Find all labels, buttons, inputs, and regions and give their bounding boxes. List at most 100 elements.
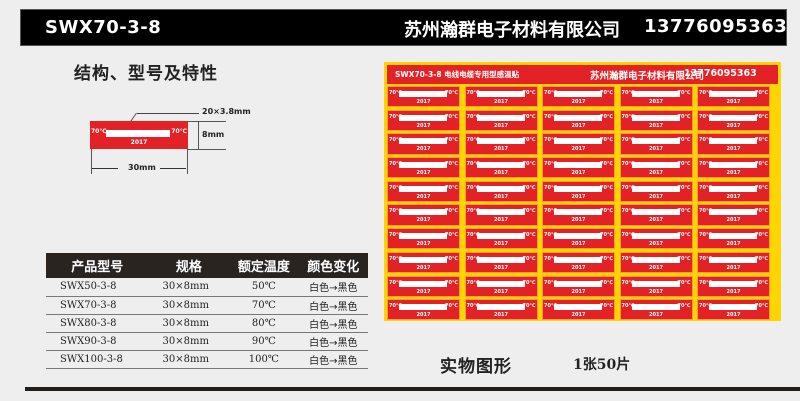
sticker-label: 70℃ 70℃ 2017: [619, 157, 693, 179]
sticker-window: [709, 114, 757, 121]
sticker-temp-left: 70℃: [389, 303, 403, 310]
cell-color: 白色→黑色: [298, 296, 368, 315]
sticker-year: 2017: [416, 99, 431, 105]
cell-color: 白色→黑色: [298, 332, 368, 351]
header-phone: 13776095363: [644, 16, 788, 37]
sticker-year: 2017: [726, 288, 741, 295]
sticker-window: [631, 138, 680, 145]
sticker-year: 2017: [494, 288, 508, 295]
sticker-year: 2017: [416, 146, 431, 153]
sticker-window: [476, 233, 525, 240]
sticker-label: 70℃ 70℃ 2017: [464, 109, 538, 131]
sticker-temp-right: 70℃: [754, 184, 768, 191]
sticker-temp-left: 70℃: [699, 279, 713, 286]
table-row: SWX70-3-8 30×8mm 70℃ 白色→黑色: [46, 296, 368, 315]
sticker-temp-right: 70℃: [677, 255, 691, 262]
sticker-temp-left: 70℃: [389, 137, 403, 144]
sticker-temp-right: 70℃: [677, 279, 691, 286]
sticker-year: 2017: [416, 288, 431, 295]
sticker-window: [476, 280, 525, 287]
sticker-label: 70℃ 70℃ 2017: [697, 275, 770, 297]
sticker-temp-left: 70℃: [621, 208, 635, 215]
dim-line-left: [91, 149, 92, 174]
sticker-window: [631, 233, 680, 240]
sticker-window: [554, 91, 602, 97]
sticker-temp-right: 70℃: [444, 255, 458, 262]
width-label: 30mm: [128, 163, 156, 172]
sticker-temp-right: 70℃: [522, 255, 536, 262]
sticker-year: 2017: [649, 264, 663, 271]
sticker-temp-right: 70℃: [522, 90, 536, 96]
sticker-window: [554, 280, 602, 287]
sticker-year: 2017: [571, 264, 586, 271]
sticker-year: 2017: [571, 241, 586, 248]
sticker-window: [476, 185, 525, 192]
temp-left: 70℃: [91, 128, 107, 135]
sticker-label: 70℃ 70℃ 2017: [387, 204, 460, 226]
sticker-temp-right: 70℃: [754, 137, 768, 144]
sticker-window: [631, 209, 680, 216]
sticker-temp-right: 70℃: [754, 113, 768, 120]
section-title: 结构、型号及特性: [74, 64, 218, 84]
sticker-window: [709, 138, 757, 145]
sticker-year: 2017: [571, 193, 586, 200]
col-header-color: 颜色变化: [298, 253, 368, 278]
sticker-window: [631, 304, 680, 311]
sticker-temp-left: 70℃: [389, 90, 403, 96]
sticker-temp-right: 70℃: [754, 161, 768, 168]
sticker-temp-right: 70℃: [599, 255, 613, 262]
sticker-year: 2017: [649, 170, 663, 177]
sticker-window: [399, 162, 447, 169]
sticker-year: 2017: [494, 146, 508, 153]
sticker-year: 2017: [416, 241, 431, 248]
sticker-temp-right: 70℃: [754, 90, 768, 96]
sticker-temp-left: 70℃: [544, 255, 558, 262]
sticker-year: 2017: [649, 99, 663, 105]
sticker-window: [554, 209, 602, 216]
sticker-label: 70℃ 70℃ 2017: [387, 275, 460, 297]
sticker-year: 2017: [726, 193, 741, 200]
sticker-temp-right: 70℃: [444, 113, 458, 120]
sticker-temp-left: 70℃: [621, 161, 635, 168]
sticker-year: 2017: [416, 193, 431, 200]
header-bar: SWX70-3-8 苏州瀚群电子材料有限公司 13776095363: [20, 9, 787, 46]
sticker-temp-left: 70℃: [544, 137, 558, 144]
sticker-temp-left: 70℃: [389, 208, 403, 215]
sticker-temp-left: 70℃: [389, 279, 403, 286]
sticker-temp-left: 70℃: [466, 184, 480, 191]
indicator-window: [106, 130, 170, 137]
sticker-label: 70℃ 70℃ 2017: [619, 228, 693, 250]
sticker-window: [476, 209, 525, 216]
sticker-temp-left: 70℃: [699, 303, 713, 310]
sticker-label: 70℃ 70℃ 2017: [387, 251, 460, 274]
sticker-temp-left: 70℃: [466, 90, 480, 96]
sticker-year: 2017: [649, 241, 663, 248]
sticker-year: 2017: [649, 146, 663, 153]
sticker-temp-right: 70℃: [754, 255, 768, 262]
sticker-temp-left: 70℃: [544, 208, 558, 215]
sticker-temp-right: 70℃: [599, 208, 613, 215]
sticker-window: [399, 304, 447, 311]
sticker-temp-right: 70℃: [522, 113, 536, 120]
sticker-year: 2017: [726, 99, 741, 105]
sticker-temp-left: 70℃: [544, 184, 558, 191]
sticker-window: [399, 233, 447, 240]
sticker-year: 2017: [649, 312, 663, 319]
table-header-row: 产品型号 规格 额定温度 颜色变化: [46, 253, 368, 278]
cell-temp: 90℃: [229, 332, 299, 351]
sticker-temp-right: 70℃: [754, 208, 768, 215]
sticker-temp-right: 70℃: [677, 184, 691, 191]
sticker-label: 70℃ 70℃ 2017: [619, 109, 693, 131]
sticker-window: [476, 162, 525, 169]
sticker-window: [476, 91, 525, 97]
sticker-temp-left: 70℃: [699, 90, 713, 96]
label-grid: 70℃ 70℃ 2017 70℃ 70℃ 2017 70℃ 70℃ 2017 70℃ 70℃ 2017…: [387, 86, 778, 321]
sticker-label: 70℃ 70℃ 2017: [697, 133, 770, 155]
sticker-window: [554, 162, 602, 169]
sticker-temp-left: 70℃: [466, 255, 480, 262]
sticker-temp-right: 70℃: [522, 184, 536, 191]
window-size-label: 20×3.8mm: [202, 107, 251, 116]
sticker-temp-left: 70℃: [466, 137, 480, 144]
sticker-label: 70℃ 70℃ 2017: [542, 180, 615, 203]
sticker-year: 2017: [726, 217, 741, 224]
